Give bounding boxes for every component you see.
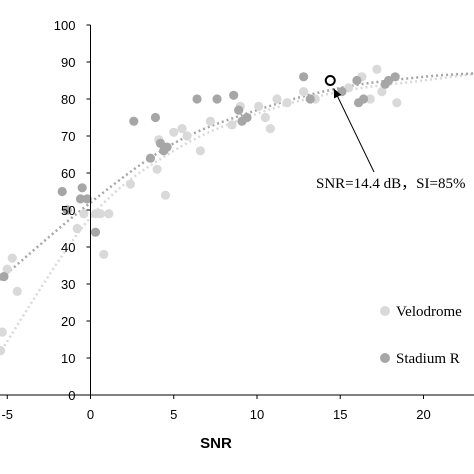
- x-tick-label: 20: [416, 407, 430, 422]
- y-tick-label: 10: [61, 351, 75, 366]
- data-point-series-1: [62, 205, 72, 215]
- data-point-series-1: [90, 227, 101, 237]
- data-point-series-0: [392, 98, 402, 108]
- y-tick-label: 70: [61, 129, 75, 144]
- data-point-series-1: [352, 75, 362, 86]
- y-tick-label: 30: [61, 277, 75, 292]
- data-point-series-0: [169, 127, 179, 137]
- data-point-series-0: [104, 209, 114, 219]
- data-point-series-0: [299, 87, 309, 97]
- data-point-series-0: [205, 116, 215, 126]
- data-point-series-0: [182, 131, 192, 141]
- data-point-series-1: [0, 272, 9, 282]
- data-point-series-1: [234, 105, 244, 115]
- data-point-series-0: [195, 146, 205, 156]
- data-point-series-0: [7, 253, 17, 263]
- data-point-series-0: [365, 94, 375, 104]
- legend-label-velodrome: Velodrome: [396, 304, 462, 320]
- data-point-series-0: [12, 286, 22, 296]
- data-point-series-1: [212, 94, 222, 104]
- annotation-arrow: [333, 88, 375, 173]
- y-tick-label: 60: [61, 166, 75, 181]
- annotation-arrowhead: [333, 88, 342, 99]
- annotation-marker: [324, 75, 336, 86]
- x-axis-title: SNR: [200, 435, 232, 452]
- data-point-series-0: [95, 209, 106, 219]
- y-ticks: 0 10 20 30 40 50 60 70 80 90 100: [54, 18, 91, 403]
- data-point-series-0: [0, 346, 6, 356]
- x-tick-label: 0: [87, 407, 94, 422]
- x-tick-label: 5: [170, 407, 177, 422]
- data-point-series-0: [99, 249, 109, 259]
- legend-label-stadium: Stadium R: [396, 351, 460, 367]
- y-tick-label: 100: [54, 18, 76, 33]
- x-ticks: -5 0 5 10 15 20: [1, 395, 431, 422]
- y-tick-label: 90: [61, 55, 75, 70]
- data-point-series-1: [390, 72, 400, 82]
- y-tick-label: 20: [61, 314, 75, 329]
- data-point-series-0: [79, 209, 89, 219]
- data-point-series-0: [177, 124, 187, 134]
- data-point-series-1: [192, 94, 202, 104]
- data-point-series-0: [272, 94, 282, 104]
- legend: Velodrome Stadium R: [380, 304, 462, 367]
- data-point-series-1: [242, 112, 252, 123]
- data-point-series-0: [2, 264, 12, 274]
- annotation-label: SNR=14.4 dB，SI=85%: [316, 176, 465, 192]
- data-point-series-1: [129, 116, 139, 126]
- annotation: SNR=14.4 dB，SI=85%: [316, 75, 465, 192]
- data-point-series-1: [75, 194, 86, 204]
- data-point-series-0: [260, 112, 270, 123]
- data-point-series-1: [82, 194, 92, 204]
- data-point-series-1: [57, 186, 67, 197]
- y-tick-label: 80: [61, 92, 75, 107]
- data-point-series-0: [377, 87, 387, 97]
- data-point-series-0: [72, 223, 82, 234]
- data-point-series-1: [145, 153, 156, 163]
- data-point-series-0: [372, 64, 382, 74]
- data-point-series-0: [152, 164, 162, 174]
- y-tick-label: 50: [61, 203, 75, 218]
- x-tick-label: -5: [1, 407, 13, 422]
- data-point-series-0: [254, 101, 264, 111]
- data-point-series-1: [77, 183, 87, 193]
- data-point-series-1: [229, 90, 239, 100]
- data-point-series-1: [299, 72, 309, 82]
- legend-marker-stadium: [380, 353, 390, 363]
- data-point-series-1: [358, 94, 369, 104]
- data-point-series-1: [305, 94, 315, 104]
- x-tick-label: 10: [250, 407, 264, 422]
- data-point-series-1: [150, 112, 161, 123]
- data-points: [0, 64, 474, 356]
- data-point-series-0: [160, 190, 171, 200]
- data-point-series-0: [125, 179, 136, 189]
- data-point-series-0: [0, 327, 7, 337]
- x-tick-label: 15: [333, 407, 347, 422]
- y-tick-label: 0: [68, 388, 75, 403]
- data-point-series-0: [265, 124, 275, 134]
- data-point-series-1: [162, 142, 172, 152]
- data-point-series-0: [227, 120, 237, 130]
- y-tick-label: 40: [61, 240, 75, 255]
- legend-marker-velodrome: [380, 306, 390, 316]
- data-point-series-0: [282, 98, 292, 108]
